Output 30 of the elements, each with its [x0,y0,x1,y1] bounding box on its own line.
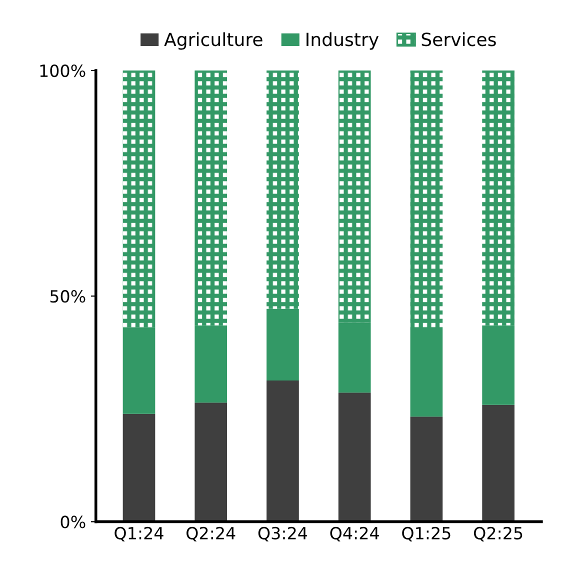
bar [410,70,443,330]
bar [122,414,156,522]
x-tick-label: Q1:24 [114,526,164,542]
y-tick-label: 100% [40,64,86,78]
legend-label: Services [422,32,496,46]
bar [266,70,299,309]
legend-label: Industry [306,32,379,50]
x-tick-label: Q2:24 [186,526,236,542]
bar [122,328,156,414]
bar [338,322,371,393]
y-tick-label: 0% [60,516,86,528]
bar [482,70,514,326]
x-tick-label: Q4:24 [330,526,379,542]
x-tick-label: Q1:25 [402,526,450,542]
bar [194,70,228,326]
bar [410,329,443,417]
legend-label: Agriculture [164,32,262,50]
y-tick-label: 50% [50,290,86,303]
bar [482,404,514,522]
bar [410,416,443,522]
bar [338,392,371,522]
bar [122,70,156,328]
bar [338,70,371,323]
bar [194,325,228,403]
bar [482,325,514,405]
bar [194,402,228,522]
x-tick-label: Q3:24 [258,526,308,542]
bar [266,380,299,522]
x-tick-label: Q2:25 [474,526,522,542]
bar [266,308,299,380]
